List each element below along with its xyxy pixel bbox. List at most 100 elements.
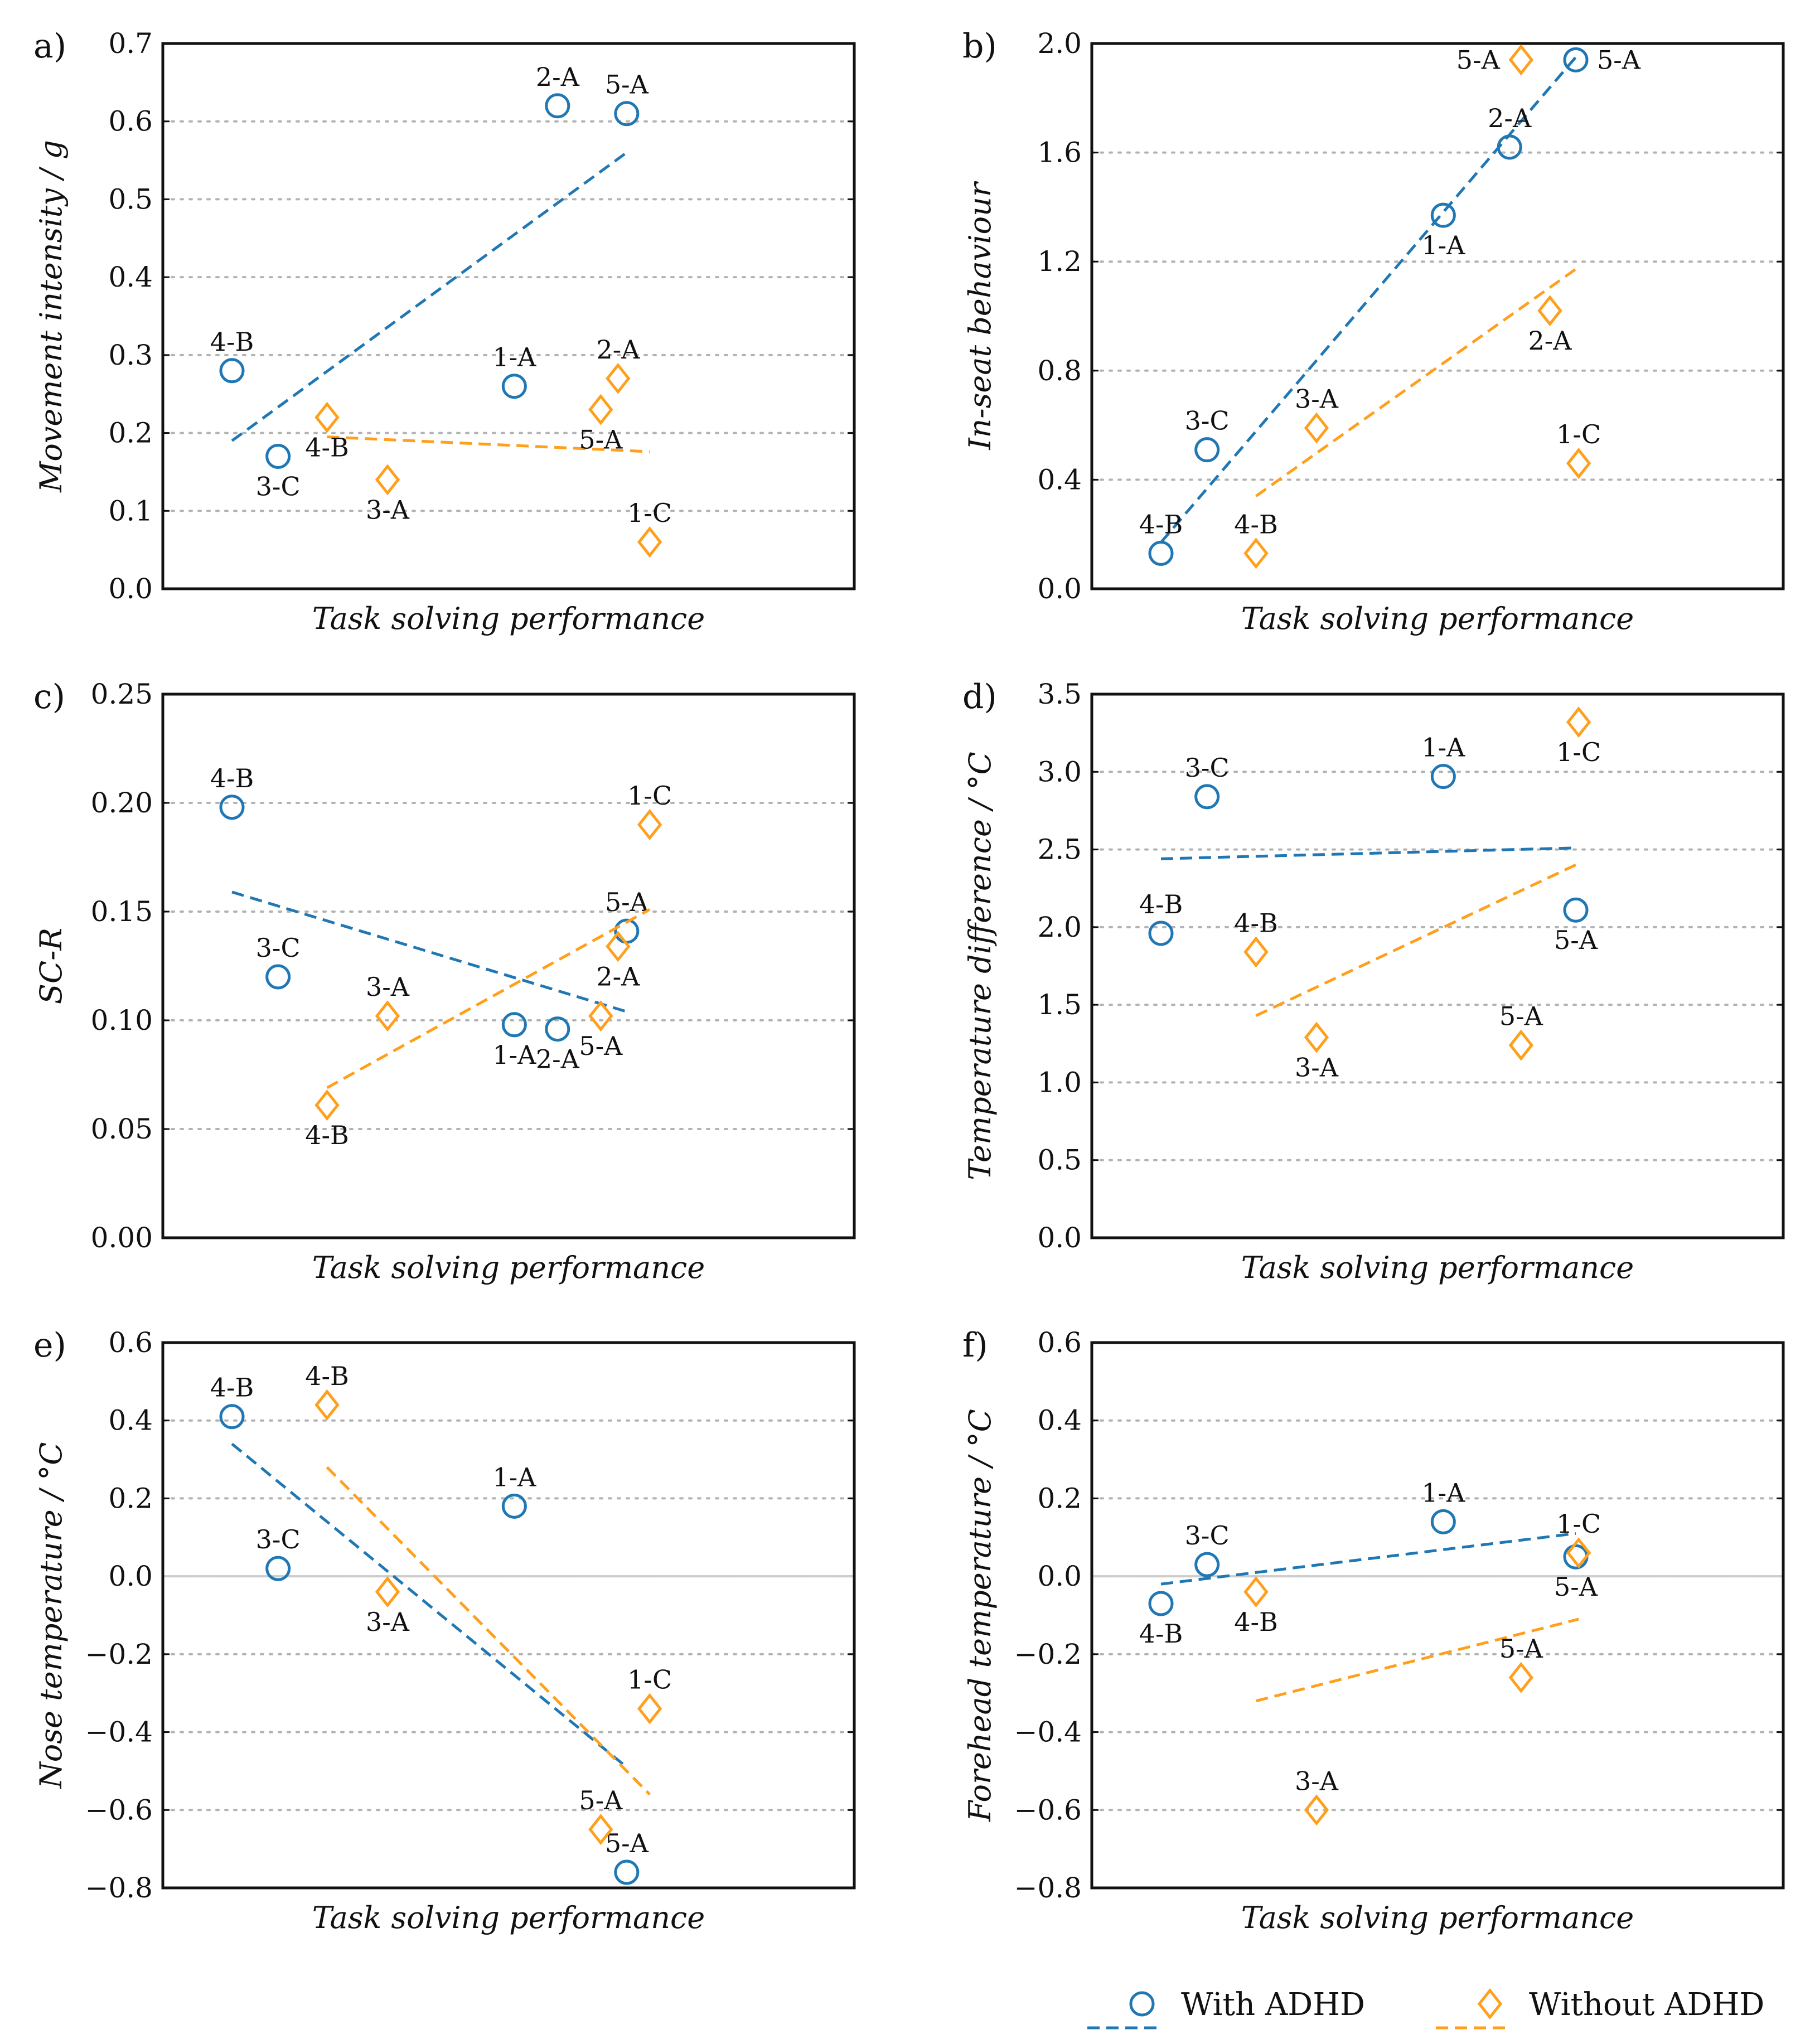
legend: With ADHD Without ADHD — [1087, 1987, 1764, 2030]
point-marker — [265, 1556, 291, 1581]
y-tick-label: 2.0 — [1037, 27, 1082, 60]
point-label: 3-C — [256, 1524, 301, 1554]
y-tick-label: 0.1 — [108, 495, 153, 527]
point-marker — [375, 464, 400, 496]
y-tick-label: 2.5 — [1037, 834, 1082, 866]
y-tick-label: 0.0 — [108, 573, 153, 605]
point-label: 4-B — [1234, 1607, 1278, 1637]
point-label: 1-C — [627, 781, 672, 811]
point-marker — [314, 1389, 340, 1421]
y-tick-label: −0.2 — [85, 1638, 153, 1670]
y-tick-label: 0.4 — [1037, 1404, 1082, 1437]
x-axis-label: Task solving performance — [1241, 1250, 1634, 1285]
point-label: 4-B — [305, 433, 349, 463]
y-tick-label: 0.5 — [1037, 1144, 1082, 1176]
point-marker — [219, 795, 245, 820]
point-label: 5-A — [1499, 1001, 1543, 1031]
point-marker — [637, 808, 662, 841]
trend-line — [327, 435, 650, 453]
y-tick-label: 0.2 — [108, 1482, 153, 1514]
y-axis-label: Temperature difference / °C — [962, 752, 998, 1180]
y-tick-label: 0.5 — [108, 183, 153, 215]
legend-non-label: Without ADHD — [1529, 1987, 1764, 2023]
plot-frame — [1090, 42, 1785, 590]
point-marker — [1194, 784, 1220, 810]
y-tick-label: 3.5 — [1037, 678, 1082, 710]
y-tick-label: 2.0 — [1037, 911, 1082, 943]
point-label: 1-A — [492, 342, 536, 372]
series-without-adhd: 4-B 3-A 5-A 2-A 1-C — [305, 335, 672, 558]
legend-adhd-marker — [1129, 1991, 1155, 2017]
y-tick-label: 0.0 — [1037, 1560, 1082, 1592]
point-marker — [1508, 1029, 1534, 1061]
point-label: 5-A — [1456, 45, 1501, 75]
panel-letter: a) — [33, 27, 66, 66]
point-label: 1-C — [627, 498, 672, 528]
y-tick-label: 3.0 — [1037, 755, 1082, 788]
point-marker — [219, 1404, 245, 1430]
point-marker — [1148, 921, 1174, 946]
y-tick-label: 0.2 — [1037, 1482, 1082, 1514]
point-label: 1-A — [1421, 1478, 1465, 1508]
y-axis-label: SC-R — [33, 928, 69, 1004]
y-tick-label: −0.6 — [85, 1794, 153, 1826]
panel-a: 0.0 0.1 0.2 0.3 0.4 0.5 0.6 0.7 a) Task solving p… — [33, 27, 856, 636]
y-tick-label: 0.6 — [1037, 1326, 1082, 1359]
point-marker — [1243, 1576, 1269, 1608]
point-label: 4-B — [210, 1373, 254, 1403]
point-marker — [588, 394, 613, 425]
panel-letter: b) — [962, 27, 997, 66]
y-tick-label: 0.20 — [91, 787, 153, 819]
point-label: 1-C — [1556, 419, 1601, 449]
point-marker — [1430, 764, 1456, 789]
plot-frame — [161, 1341, 856, 1890]
point-marker — [588, 1814, 613, 1846]
y-tick-label: 0.8 — [1037, 355, 1082, 387]
trend-line — [1160, 1532, 1576, 1586]
plot-frame — [161, 692, 856, 1239]
trend-line — [1160, 56, 1577, 544]
y-tick-label: 1.2 — [1037, 245, 1082, 278]
point-marker — [1304, 412, 1329, 444]
y-tick-label: 0.25 — [91, 678, 153, 710]
point-marker — [637, 1693, 662, 1725]
point-label: 5-A — [579, 1031, 623, 1061]
point-label: 1-C — [627, 1665, 672, 1695]
point-label: 2-A — [1528, 326, 1572, 356]
point-label: 4-B — [210, 327, 254, 357]
y-axis-label: In-seat behaviour — [962, 181, 998, 451]
point-label: 1-C — [1556, 1509, 1601, 1539]
point-marker — [1566, 1537, 1591, 1569]
y-tick-label: 1.5 — [1037, 989, 1082, 1021]
point-marker — [1563, 47, 1589, 72]
trend-line — [1160, 846, 1576, 860]
point-label: 3-C — [256, 933, 301, 963]
point-label: 2-A — [596, 335, 640, 365]
point-label: 5-A — [1554, 925, 1598, 955]
point-label: 2-A — [536, 62, 580, 92]
panel-letter: c) — [33, 677, 65, 716]
point-marker — [219, 358, 245, 384]
y-tick-label: 0.4 — [1037, 463, 1082, 496]
point-label: 2-A — [536, 1044, 580, 1074]
point-label: 1-C — [1556, 737, 1601, 767]
y-tick-label: 1.0 — [1037, 1066, 1082, 1098]
y-tick-label: −0.8 — [85, 1872, 153, 1904]
point-marker — [1304, 1794, 1329, 1826]
trend-line — [231, 890, 627, 1013]
point-label: 4-B — [1234, 908, 1278, 938]
series-without-adhd: 4-B 3-A 5-A 1-C — [305, 1361, 672, 1846]
point-label: 3-A — [1295, 1053, 1339, 1083]
point-marker — [1563, 897, 1589, 923]
point-label: 4-B — [1139, 889, 1183, 919]
point-marker — [1566, 448, 1591, 479]
legend-entry-with-adhd: With ADHD — [1087, 1987, 1365, 2030]
y-tick-label: 0.2 — [108, 417, 153, 449]
point-label: 4-B — [305, 1120, 349, 1150]
point-marker — [1566, 706, 1591, 738]
series-with-adhd: 4-B 3-C 1-A 5-A — [1139, 733, 1598, 956]
point-marker — [501, 374, 527, 399]
point-marker — [1508, 1662, 1534, 1693]
